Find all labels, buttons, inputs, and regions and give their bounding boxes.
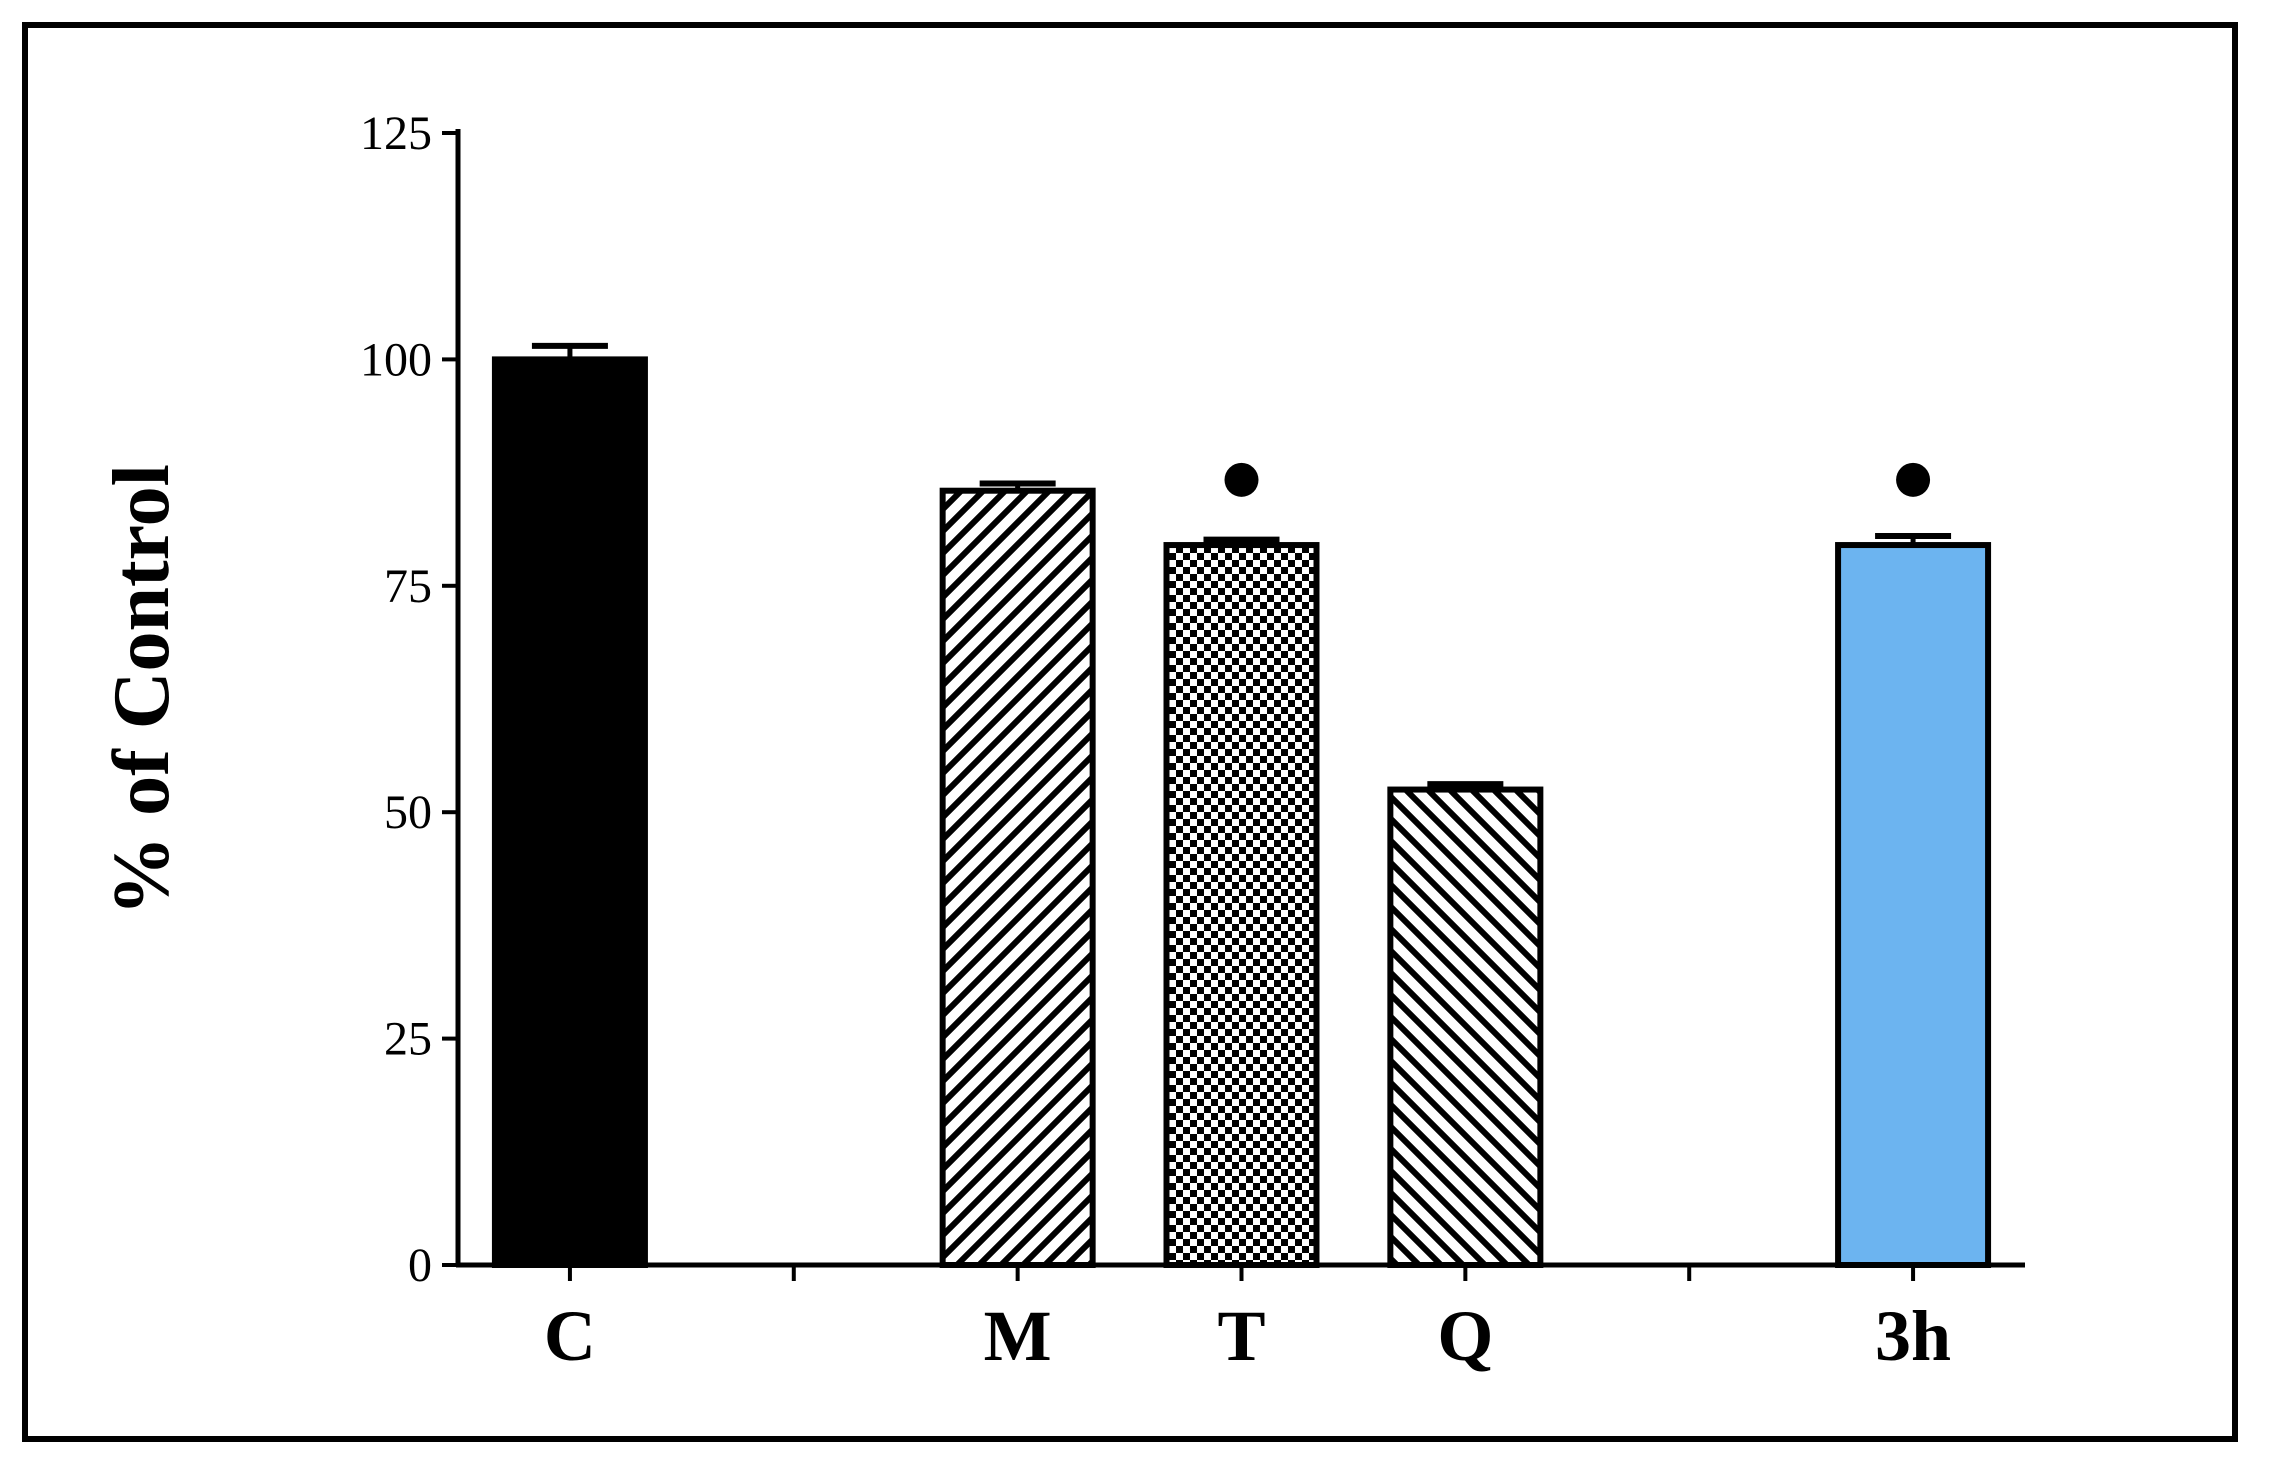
bar-m [939, 487, 1096, 1269]
x-tick-label: Q [1437, 1296, 1493, 1376]
y-tick-label: 0 [408, 1239, 432, 1292]
x-tick-label: T [1217, 1296, 1265, 1376]
y-tick-label: 125 [360, 107, 432, 160]
y-tick-label: 50 [384, 786, 432, 839]
x-tick-label: 3h [1875, 1296, 1951, 1376]
significance-dot [1224, 462, 1259, 497]
y-tick-label: 75 [384, 560, 432, 613]
y-tick-label: 25 [384, 1013, 432, 1066]
y-tick-label: 100 [360, 333, 432, 386]
bar-c [491, 356, 648, 1268]
y-axis-label: % of Control [98, 464, 186, 916]
bar-q [1387, 786, 1544, 1268]
x-tick-label: M [984, 1296, 1052, 1376]
bar-3h [1835, 542, 1992, 1268]
significance-dot [1896, 462, 1931, 497]
bar-t [1163, 542, 1320, 1268]
x-tick-label: C [544, 1296, 596, 1376]
